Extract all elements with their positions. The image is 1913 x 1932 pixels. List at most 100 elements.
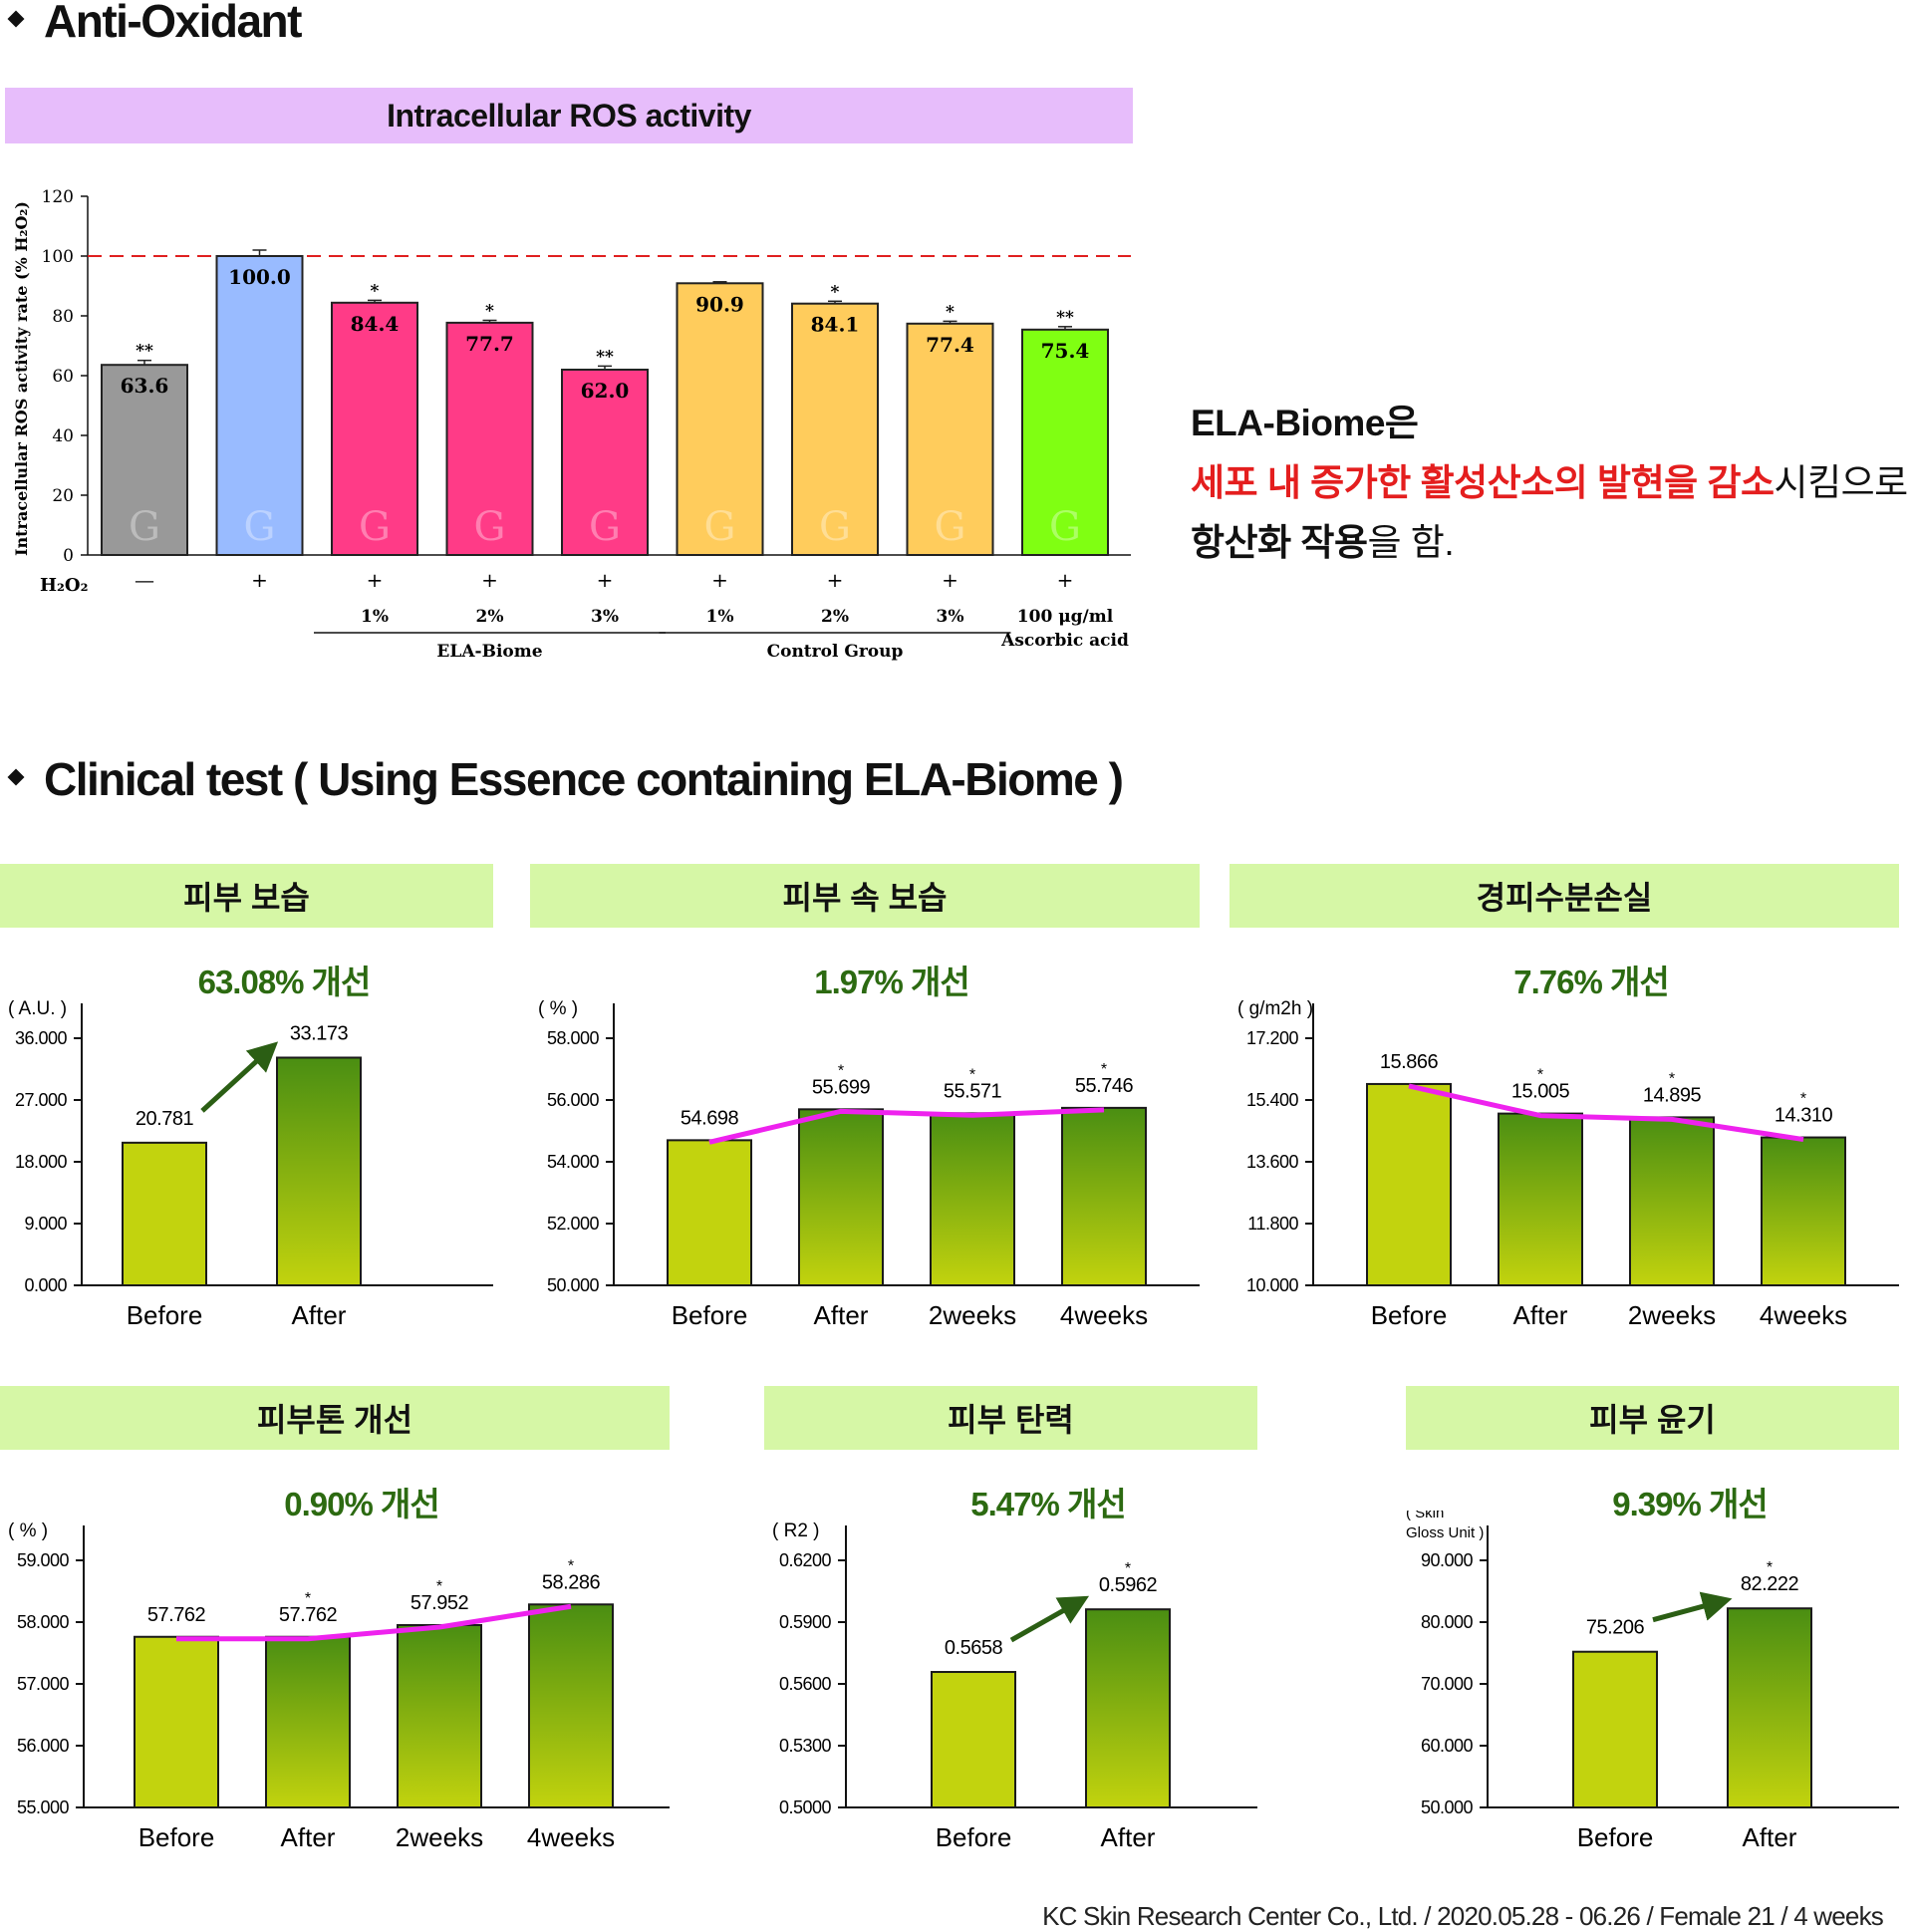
y-tick-label: 60	[52, 367, 74, 387]
y-tick-label: 60.000	[1421, 1736, 1474, 1756]
bar-7	[906, 322, 994, 556]
h2o2-indicator: —	[135, 568, 154, 592]
bar-after	[1727, 1607, 1812, 1808]
watermark-icon: G	[704, 504, 736, 550]
improvement-text: 63.08% 개선	[197, 964, 372, 1000]
y-tick-label: 0.5300	[779, 1736, 832, 1756]
group-label: Control Group	[767, 642, 904, 662]
diamond-bullet-icon	[7, 10, 25, 28]
note-bold: 항산화 작용	[1191, 522, 1368, 563]
value-label: 58.286	[542, 1571, 601, 1593]
y-tick-label: 50.000	[547, 1275, 600, 1295]
y-tick-label: 80	[52, 307, 74, 327]
significance-marker: *	[1125, 1560, 1131, 1577]
value-label: 77.4	[926, 333, 974, 357]
panel-skin-moisture: 피부 보습 63.08% 개선 ( A.U. ) 0.000 9.000 18.000…	[0, 864, 493, 1332]
y-tick-label: 36.000	[15, 1028, 68, 1048]
section-title-clinical: Clinical test ( Using Essence containing…	[7, 752, 1124, 806]
bar-before	[931, 1671, 1016, 1808]
significance-marker: *	[371, 281, 380, 301]
concentration-label: 2%	[821, 607, 849, 627]
y-tick-label: 56.000	[547, 1090, 600, 1110]
section-title-text: Clinical test ( Using Essence containing…	[44, 753, 1124, 805]
x-tick-label: After	[1513, 1300, 1568, 1330]
significance-marker: *	[568, 1557, 574, 1574]
bar-2weeks	[930, 1112, 1015, 1287]
h2o2-indicator: +	[1057, 568, 1074, 592]
bar-5	[676, 282, 764, 557]
panel-skin-tone: 피부톤 개선 0.90% 개선 ( % ) 55.000 56.000 57.000 5…	[0, 1386, 670, 1854]
x-tick-label: 4weeks	[527, 1822, 615, 1852]
x-tick-label: Before	[1371, 1300, 1448, 1330]
unit-label: ( A.U. )	[8, 998, 67, 1019]
concentration-label: 1%	[706, 607, 734, 627]
watermark-icon: G	[819, 504, 851, 550]
h2o2-indicator: +	[942, 568, 958, 592]
value-label: 84.4	[351, 312, 400, 336]
y-tick-label: 54.000	[547, 1152, 600, 1172]
value-label: 82.222	[1741, 1573, 1799, 1595]
bar-before	[1366, 1082, 1452, 1287]
y-tick-label: 57.000	[17, 1674, 70, 1694]
panel-elasticity: 피부 탄력 5.47% 개선 ( R2 ) 0.5000 0.5300 0.5600 0…	[764, 1386, 1257, 1854]
group-label: Ascorbic acid	[1000, 631, 1129, 651]
improvement-text: 0.90% 개선	[284, 1486, 439, 1522]
value-label: 62.0	[581, 379, 630, 403]
y-tick-label: 0	[63, 546, 74, 566]
h2o2-indicator: +	[597, 568, 614, 592]
note-highlight: 세포 내 증가한 활성산소의 발현을 감소	[1191, 462, 1775, 503]
y-tick-label: 27.000	[15, 1090, 68, 1110]
value-label: 55.571	[944, 1080, 1002, 1102]
value-label: 57.762	[279, 1604, 338, 1626]
value-label: 15.866	[1380, 1051, 1439, 1073]
y-tick-label: 80.000	[1421, 1612, 1474, 1632]
note-line-2: 세포 내 증가한 활성산소의 발현을 감소시킴으로	[1191, 453, 1908, 513]
bar-2weeks	[1629, 1116, 1715, 1286]
h2o2-indicator: +	[367, 568, 384, 592]
value-label: 33.173	[290, 1022, 349, 1044]
note-line-2-rest: 시킴으로	[1774, 462, 1909, 503]
value-label: 20.781	[136, 1108, 194, 1130]
x-tick-label: 2weeks	[929, 1300, 1016, 1330]
significance-marker: *	[1537, 1067, 1543, 1084]
panel-title: 피부톤 개선	[0, 1386, 670, 1450]
x-tick-label: Before	[936, 1822, 1012, 1852]
y-tick-label: 120	[42, 187, 74, 207]
value-label: 77.7	[465, 332, 514, 356]
bar-4weeks	[528, 1603, 614, 1808]
chart-skin-tone: ( % ) 55.000 56.000 57.000 58.000 59.000 Befor…	[8, 1520, 670, 1852]
unit-label: ( % )	[538, 998, 578, 1019]
chart-skin-moisture: ( A.U. ) 0.000 9.000 18.000 27.000 36.000 Befo…	[8, 998, 493, 1330]
y-tick-label: 52.000	[547, 1214, 600, 1234]
chart-elasticity: ( R2 ) 0.5000 0.5300 0.5600 0.5900 0.6200 Befo…	[772, 1520, 1257, 1852]
bar-2weeks	[397, 1623, 482, 1808]
concentration-label: 2%	[476, 607, 504, 627]
diamond-bullet-icon	[7, 768, 25, 786]
panel-deep-moisture: 피부 속 보습 1.97% 개선 ( % ) 50.000 52.000 54.000…	[530, 864, 1200, 1332]
value-label: 54.698	[681, 1107, 739, 1129]
chart-gloss: ( Skin Gloss Unit ) 50.000 60.000 70.000 80.0…	[1406, 1511, 1899, 1852]
value-label: 0.5658	[945, 1637, 1003, 1659]
significance-marker: **	[596, 347, 614, 367]
significance-marker: **	[1056, 308, 1074, 328]
bar-1	[215, 255, 304, 556]
concentration-label: 3%	[937, 607, 964, 627]
increase-arrow-icon	[1009, 1595, 1090, 1643]
value-label: 57.952	[410, 1592, 469, 1614]
bar-after	[1085, 1608, 1171, 1809]
x-tick-label: Before	[127, 1300, 203, 1330]
panel-title: 피부 보습	[0, 864, 493, 928]
increase-arrow-icon	[200, 1041, 279, 1113]
y-tick-label: 15.400	[1246, 1090, 1299, 1110]
bar-8	[1021, 328, 1109, 556]
unit-label: ( g/m2h )	[1237, 998, 1313, 1019]
watermark-icon: G	[359, 504, 391, 550]
value-label: 90.9	[695, 292, 744, 316]
bar-2	[331, 301, 418, 556]
improvement-text: 7.76% 개선	[1513, 964, 1669, 1000]
bar-before	[667, 1139, 752, 1286]
value-label: 14.310	[1775, 1105, 1833, 1127]
value-label: 0.5962	[1099, 1574, 1158, 1596]
y-tick-label: 11.800	[1247, 1214, 1298, 1234]
significance-marker: *	[838, 1062, 844, 1079]
